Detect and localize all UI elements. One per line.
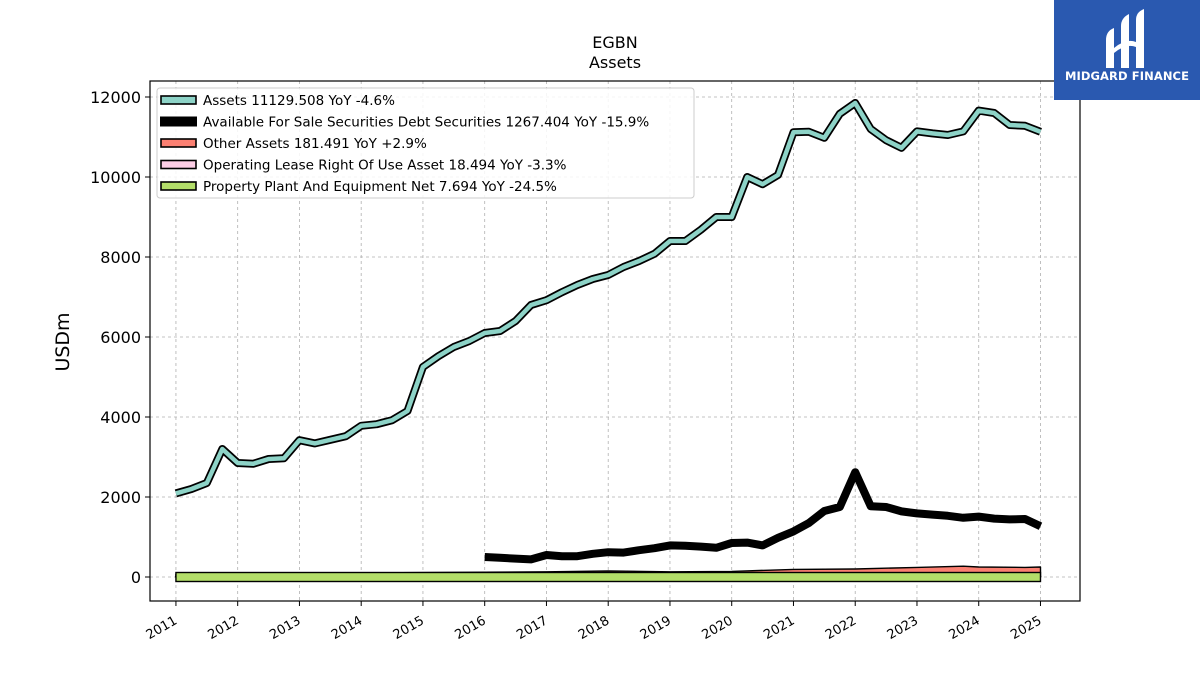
legend-item-1: Available For Sale Securities Debt Secur… — [160, 115, 649, 131]
x-tick-label-2: 2013 — [267, 613, 303, 643]
y-tick-label-5: 10000 — [90, 168, 141, 187]
y-axis: 0 2000 4000 6000 8000 10000 12000 — [90, 88, 150, 587]
x-tick-label-12: 2023 — [885, 613, 921, 643]
series-4-strip — [175, 571, 1042, 583]
legend-swatch-3 — [160, 159, 197, 170]
legend: Assets 11129.508 YoY -4.6% Available For … — [156, 87, 695, 199]
series-0 — [174, 99, 1042, 498]
y-tick-label-6: 12000 — [90, 88, 141, 107]
legend-label-4: Property Plant And Equipment Net 7.694 Y… — [203, 179, 557, 195]
x-tick-label-6: 2017 — [514, 613, 550, 643]
plot-frame — [149, 80, 1081, 602]
x-tick-label-0: 2011 — [144, 613, 180, 643]
legend-item-4: Property Plant And Equipment Net 7.694 Y… — [160, 179, 557, 195]
logo-mark-icon — [1106, 9, 1144, 68]
x-tick-label-3: 2014 — [329, 613, 365, 643]
x-tick-label-14: 2025 — [1008, 613, 1044, 643]
x-tick-label-5: 2016 — [453, 613, 489, 643]
logo-text: MIDGARD FINANCE — [1064, 69, 1190, 83]
y-tick-label-2: 4000 — [100, 408, 141, 427]
y-tick-label-1: 2000 — [100, 488, 141, 507]
x-tick-label-1: 2012 — [206, 613, 242, 643]
x-tick-label-13: 2024 — [947, 613, 983, 643]
y-tick-label-0: 0 — [131, 568, 141, 587]
legend-swatch-0 — [160, 95, 197, 105]
legend-label-2: Other Assets 181.491 YoY +2.9% — [203, 136, 427, 152]
series-0-line — [175, 100, 1042, 496]
y-tick-label-4: 8000 — [100, 248, 141, 267]
ppe-strip — [175, 571, 1042, 583]
x-tick-label-9: 2020 — [700, 613, 736, 643]
chart-title: EGBN — [592, 33, 637, 52]
legend-swatch-4 — [160, 181, 197, 191]
legend-item-3: Operating Lease Right Of Use Asset 18.49… — [160, 158, 567, 174]
chart-subtitle: Assets — [589, 53, 641, 72]
legend-swatch-1 — [160, 116, 197, 127]
legend-box — [156, 87, 695, 199]
midgard-finance-logo: MIDGARD FINANCE — [1054, 0, 1200, 100]
x-tick-label-10: 2021 — [761, 613, 797, 643]
x-axis: 2011 2012 2013 2014 2015 2016 2017 2018 2019 2020… — [144, 601, 1044, 643]
y-axis-label: USDm — [52, 312, 74, 371]
legend-label-3: Operating Lease Right Of Use Asset 18.49… — [203, 158, 567, 174]
x-tick-label-8: 2019 — [638, 613, 674, 643]
legend-label-1: Available For Sale Securities Debt Secur… — [203, 115, 649, 131]
series-layer — [174, 99, 1043, 583]
series-1-line — [484, 468, 1043, 564]
legend-swatch-2 — [160, 138, 197, 148]
x-tick-label-7: 2018 — [576, 613, 612, 643]
legend-item-0: Assets 11129.508 YoY -4.6% — [160, 93, 395, 109]
x-tick-label-11: 2022 — [823, 613, 859, 643]
legend-label-0: Assets 11129.508 YoY -4.6% — [203, 93, 395, 109]
legend-item-2: Other Assets 181.491 YoY +2.9% — [160, 136, 427, 152]
series-1 — [484, 468, 1043, 564]
x-tick-label-4: 2015 — [391, 613, 427, 643]
y-tick-label-3: 6000 — [100, 328, 141, 347]
